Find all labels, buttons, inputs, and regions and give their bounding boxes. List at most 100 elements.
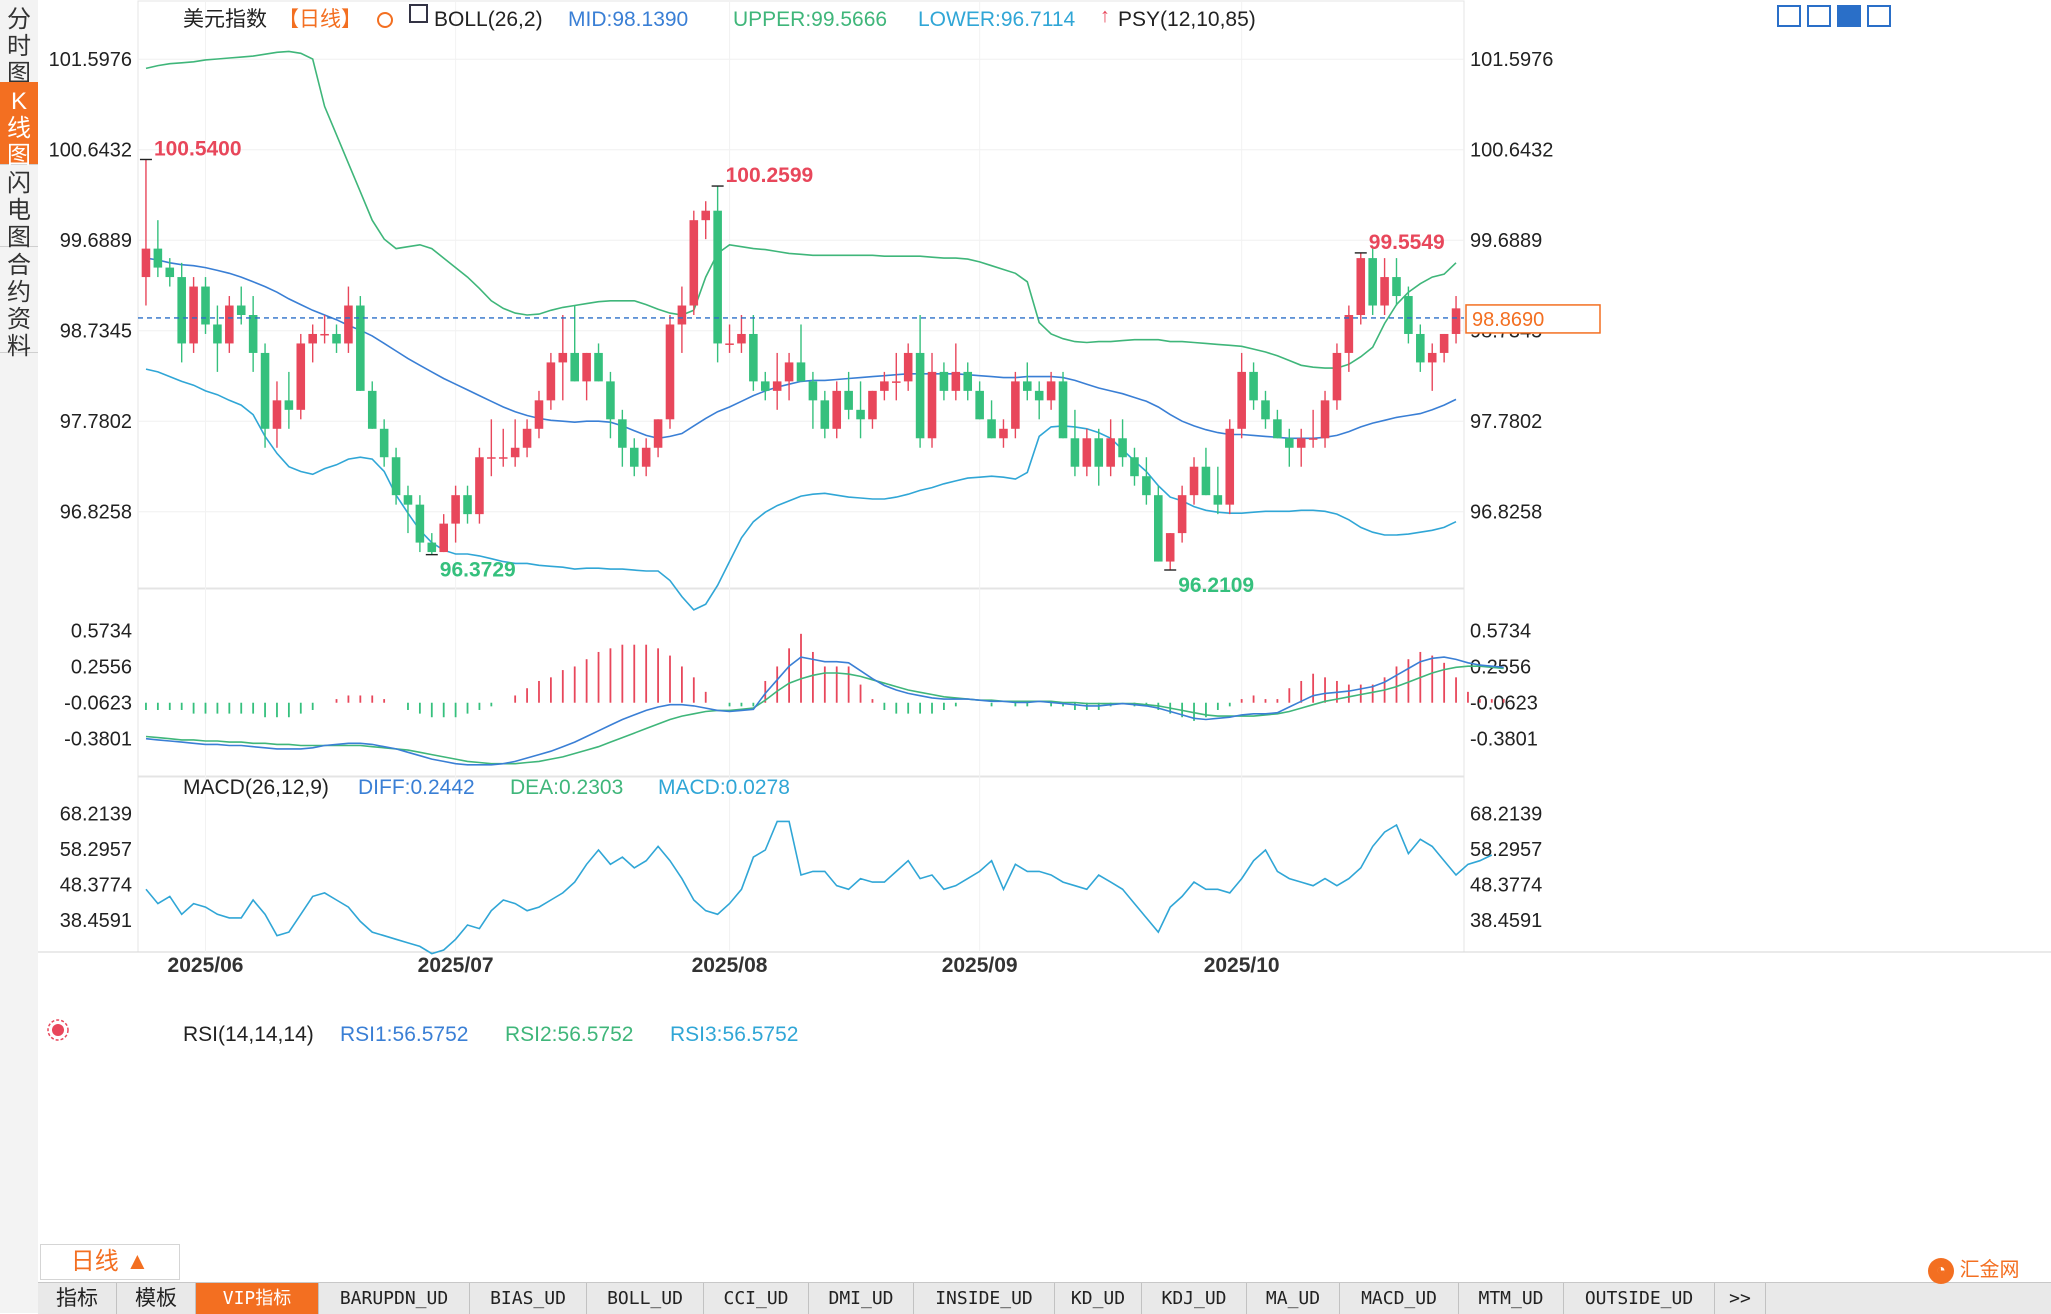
candle-body	[713, 210, 722, 344]
settings-icon[interactable]	[47, 1019, 69, 1041]
candle-body	[629, 447, 639, 467]
chart-canvas[interactable]: 101.5976 101.5976 100.6432 100.6432 99.6889 9…	[38, 0, 2051, 1282]
extreme-label: 99.5549	[1369, 231, 1445, 254]
macd-tick-label-right: 0.5734	[1470, 621, 1531, 643]
tab-macd[interactable]: MACD_UD	[1340, 1283, 1459, 1314]
candle-body	[927, 371, 937, 439]
candle-body	[391, 457, 401, 496]
candle-body	[451, 495, 460, 524]
candle-body	[1273, 419, 1282, 439]
move-right-icon[interactable]	[1867, 5, 1891, 27]
tab-flash-label: 闪电图	[7, 170, 31, 251]
candle-body	[272, 400, 282, 429]
candle-body	[1165, 533, 1175, 562]
candle-body	[332, 333, 341, 344]
tab-template[interactable]: 模板	[117, 1283, 196, 1314]
rsi-tick-label-left: 58.2957	[60, 839, 132, 861]
tab-kdj[interactable]: KDJ_UD	[1142, 1283, 1247, 1314]
candle-body	[201, 286, 210, 325]
macd-tick-label-left: -0.3801	[64, 729, 132, 751]
candle-body	[784, 362, 794, 382]
candle-body	[1237, 371, 1246, 429]
rsi1-value: RSI1:56.5752	[340, 1023, 468, 1046]
boll-upper-line	[145, 50, 1457, 369]
candle-body	[1177, 495, 1187, 534]
toolbar-icons	[1777, 5, 1891, 27]
tab-inside[interactable]: INSIDE_UD	[914, 1283, 1055, 1314]
candle-body	[808, 381, 818, 401]
candle-body	[1011, 381, 1020, 429]
candle-body	[1130, 457, 1139, 477]
candle-body	[939, 371, 949, 391]
candle-body	[415, 504, 425, 543]
kline-panel: 101.5976 101.5976 100.6432 100.6432 99.6889 9…	[49, 49, 1601, 977]
candle-body	[260, 352, 270, 429]
tab-barupdn[interactable]: BARUPDN_UD	[319, 1283, 470, 1314]
tab-indicator[interactable]: 指标	[38, 1283, 117, 1314]
candle-body	[141, 248, 151, 278]
instrument-title: 美元指数	[183, 8, 267, 31]
candle-body	[1451, 308, 1461, 334]
candle-body	[165, 267, 175, 278]
period-tag: 【日线】	[278, 8, 362, 31]
psy-label: PSY(12,10,85)	[1118, 8, 1256, 31]
tab-kd[interactable]: KD_UD	[1055, 1283, 1142, 1314]
tab-contract-info-label: 合约资料	[7, 252, 31, 360]
rsi2-value: RSI2:56.5752	[505, 1023, 633, 1046]
tab-boll[interactable]: BOLL_UD	[587, 1283, 704, 1314]
tab-vip-indicator[interactable]: VIP指标	[196, 1283, 319, 1314]
macd-tick-label-left: 0.5734	[71, 621, 132, 643]
candle-body	[844, 390, 853, 410]
add-icon[interactable]	[377, 12, 393, 28]
month-label: 2025/09	[942, 954, 1018, 977]
tab-timeshare-label: 分时图	[7, 6, 31, 87]
candle-body	[1142, 476, 1151, 496]
tab-bias[interactable]: BIAS_UD	[470, 1283, 587, 1314]
tab-flash[interactable]: 闪电图	[0, 164, 38, 251]
candle-body	[510, 447, 520, 458]
zoom-out-icon[interactable]	[1837, 5, 1861, 27]
tab-outside[interactable]: OUTSIDE_UD	[1564, 1283, 1715, 1314]
rsi3-value: RSI3:56.5752	[670, 1023, 798, 1046]
tab-cci[interactable]: CCI_UD	[704, 1283, 809, 1314]
candle-body	[951, 371, 961, 391]
price-tick-label-right: 99.6889	[1470, 230, 1542, 252]
candle-body	[463, 495, 472, 515]
extreme-label: 96.2109	[1178, 574, 1254, 597]
price-tick-label-left: 99.6889	[60, 230, 132, 252]
tab-timeshare[interactable]: 分时图	[0, 0, 38, 87]
candle-body	[1094, 438, 1104, 467]
candle-body	[1201, 466, 1211, 496]
candle-body	[665, 324, 675, 420]
tab-mtm[interactable]: MTM_UD	[1459, 1283, 1564, 1314]
price-tick-label-left: 96.8258	[60, 502, 132, 524]
crosshair-icon[interactable]	[1777, 5, 1801, 27]
candle-body	[1213, 495, 1223, 505]
candle-body	[320, 333, 329, 336]
tab-more[interactable]: >>	[1715, 1283, 1766, 1314]
tab-ma[interactable]: MA_UD	[1247, 1283, 1340, 1314]
boll-mid-value: MID:98.1390	[568, 8, 688, 31]
candle-body	[570, 352, 579, 382]
macd-bar-value: MACD:0.0278	[658, 776, 790, 799]
price-tick-label-left: 101.5976	[49, 49, 132, 71]
price-tick-label-right: 100.6432	[1470, 140, 1553, 162]
period-button[interactable]: 日线 ▲	[40, 1244, 180, 1280]
macd-tick-label-left: -0.0623	[64, 693, 132, 715]
candle-body	[1368, 258, 1377, 306]
price-tick-label-left: 98.7345	[60, 321, 132, 343]
boll-indicator-icon[interactable]	[409, 4, 428, 23]
candle-body	[999, 428, 1008, 439]
boll-label: BOLL(26,2)	[434, 8, 543, 31]
candle-body	[641, 447, 651, 467]
tab-contract-info[interactable]: 合约资料	[0, 246, 38, 360]
tab-dmi[interactable]: DMI_UD	[809, 1283, 914, 1314]
zoom-in-icon[interactable]	[1807, 5, 1831, 27]
grid	[38, 0, 2051, 953]
candle-body	[546, 362, 556, 401]
candle-body	[1249, 371, 1258, 401]
candle-body	[1261, 400, 1270, 420]
candle-body	[356, 305, 365, 391]
